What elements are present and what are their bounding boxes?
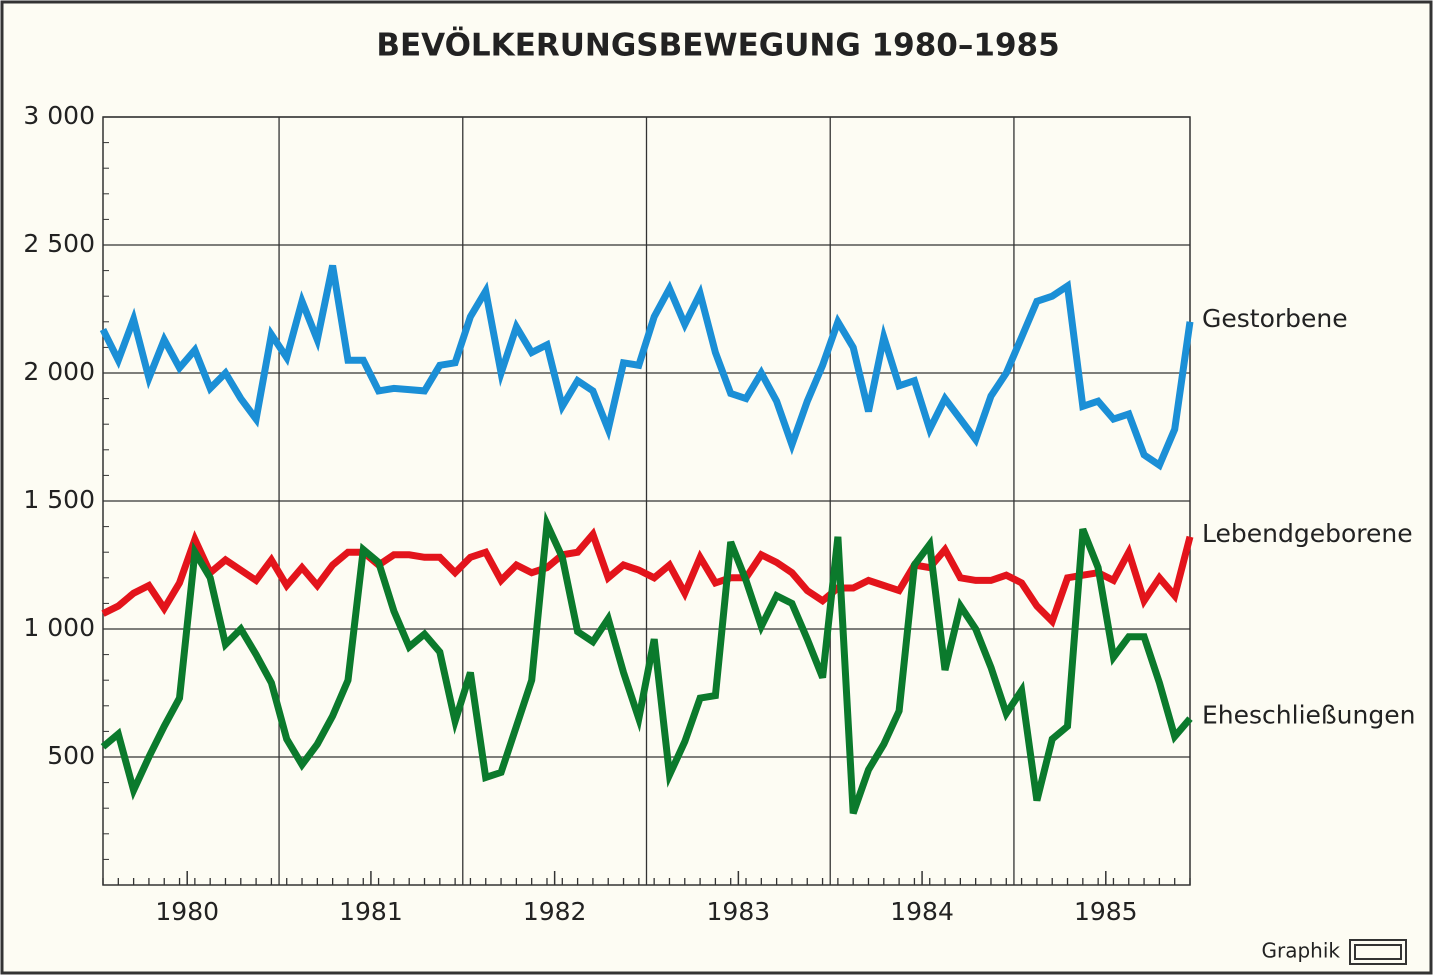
legend-label: Eheschließungen — [1202, 701, 1415, 730]
legend-label: Gestorbene — [1202, 304, 1348, 333]
series-line — [101, 527, 1194, 628]
series-line — [100, 510, 1193, 815]
legend-label: Lebendgeborene — [1202, 519, 1413, 548]
y-tick-label: 500 — [47, 741, 95, 770]
y-tick-label: 2 500 — [23, 229, 95, 258]
y-tick-label: 3 000 — [23, 101, 95, 130]
x-tick-label: 1982 — [523, 897, 587, 926]
x-tick-label: 1985 — [1074, 897, 1138, 926]
logo — [1349, 939, 1407, 965]
series-line — [99, 264, 1194, 471]
credit: Graphik — [1262, 939, 1341, 963]
x-tick-label: 1981 — [339, 897, 403, 926]
y-tick-label: 1 000 — [23, 613, 95, 642]
y-tick-label: 2 000 — [23, 357, 95, 386]
chart-title: BEVÖLKERUNGSBEWEGUNG 1980–1985 — [376, 27, 1059, 64]
x-tick-label: 1984 — [890, 897, 954, 926]
y-tick-label: 1 500 — [23, 485, 95, 514]
x-tick-label: 1983 — [707, 897, 771, 926]
x-tick-label: 1980 — [155, 897, 219, 926]
